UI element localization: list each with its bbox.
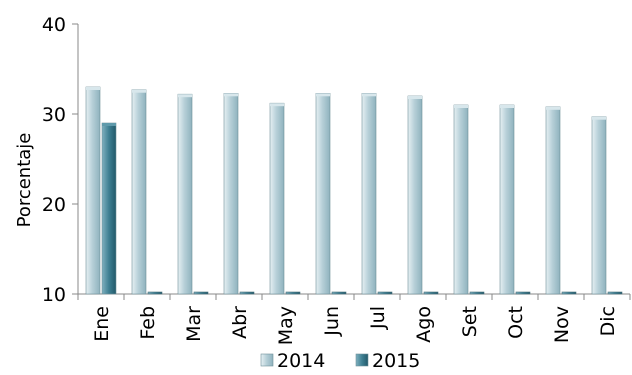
x-tick-label: Ene [91,306,113,342]
x-tick-label: Ago [413,306,435,343]
bar-2015-May-empty [285,291,301,295]
bar-2014-Oct [499,104,515,295]
bar-cap-2014-May [270,103,284,107]
legend-swatch-2015 [355,353,369,367]
bar-2015-Jun-empty [331,291,347,295]
bar-cap-2014-Ago [408,96,422,99]
bar-2014-Ene [85,86,101,295]
legend-label-2014: 2014 [277,350,325,372]
x-tick-label: Mar [183,306,205,342]
bar-2015-Nov-empty [561,291,577,295]
bar-2014-Feb [131,89,147,295]
bar-cap-2015-Ene [102,123,116,126]
bar-2015-Set-empty [469,291,485,295]
bar-cap-2014-Set [454,105,468,108]
x-tick-label: Jul [367,306,389,330]
bar-2015-Oct-empty [515,291,531,295]
x-tick-label: Oct [505,306,527,339]
bar-2014-May [269,102,285,295]
bar-2014-Abr [223,93,239,295]
bar-cap-2014-Dic [592,116,606,120]
bar-2014-Nov [545,106,561,295]
bar-2015-Dic-empty [607,291,623,295]
x-tick-label: Dic [597,306,619,336]
tick-labels: 10 20 30 40 Ene Feb Mar Abr May Jun Jul Ago Set Oct No… [42,14,619,345]
legend-label-2015: 2015 [372,350,420,372]
y-tick-label: 20 [42,194,66,216]
bar-cap-2014-Ene [86,87,100,90]
x-tick-label: Nov [551,306,573,343]
bar-cap-2014-Nov [546,106,560,110]
bars [85,86,623,295]
bar-2014-Ago [407,95,423,295]
bar-cap-2014-Mar [178,94,192,98]
x-tick-label: Set [459,306,481,337]
y-axis-label: Porcentaje [14,133,35,228]
bar-2015-Ene [101,122,117,295]
bar-2015-Abr-empty [239,291,255,295]
bar-2015-Feb-empty [147,291,163,295]
bar-2014-Set [453,104,469,295]
bar-2015-Ago-empty [423,291,439,295]
bar-cap-2014-Jun [316,93,330,97]
bar-cap-2014-Feb [132,89,146,93]
legend: 2014 2015 [260,350,420,372]
bar-2014-Dic [591,116,607,295]
x-tick-label: Feb [137,306,159,340]
bar-2014-Jul [361,93,377,295]
bar-cap-2014-Oct [500,105,514,108]
y-tick-label: 40 [42,14,66,36]
axes [72,23,631,300]
bar-cap-2014-Jul [362,93,376,97]
y-tick-label: 30 [42,104,66,126]
x-tick-label: Abr [229,306,251,339]
x-tick-label: May [275,306,297,345]
y-tick-label: 10 [42,284,66,306]
legend-swatch-2014 [260,353,274,367]
x-tick-label: Jun [321,306,343,337]
bar-2014-Mar [177,93,193,295]
bar-2014-Jun [315,93,331,295]
bar-2015-Mar-empty [193,291,209,295]
bar-cap-2014-Abr [224,93,238,97]
bar-2015-Jul-empty [377,291,393,295]
